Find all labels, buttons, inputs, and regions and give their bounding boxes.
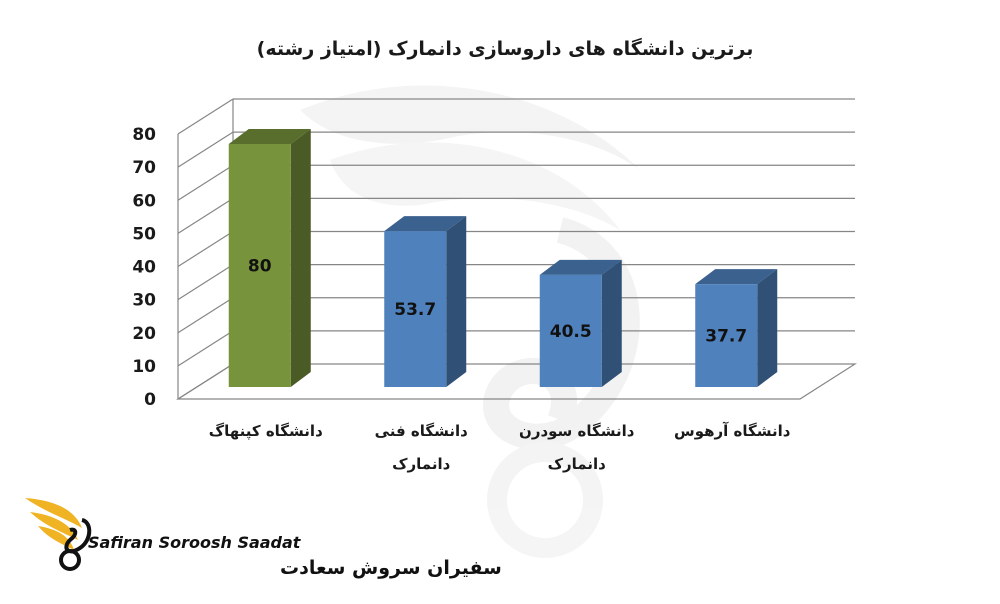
x-tick-label: دانشگاه سودرن <box>519 422 635 440</box>
bar-side-face <box>757 269 778 387</box>
gridline-diagonal <box>177 330 234 367</box>
bar-front-face <box>384 231 447 387</box>
gridline-diagonal <box>177 264 234 301</box>
gridline-diagonal <box>177 297 234 334</box>
bar-side-face <box>290 129 311 387</box>
bars: 80 53.7 40.5 37.7 <box>228 129 778 387</box>
data-label: 37.7 <box>705 327 747 347</box>
x-tick-label: دانمارک <box>548 455 606 473</box>
y-tick-label: 30 <box>132 291 156 311</box>
y-tick-label: 80 <box>132 125 156 145</box>
bar-side-face <box>446 216 467 387</box>
x-tick-label: دانمارک <box>392 455 450 473</box>
bar: 80 <box>228 129 311 387</box>
bar: 37.7 <box>695 269 778 387</box>
y-tick-label: 40 <box>132 258 156 278</box>
logo-wing-icon <box>25 498 92 571</box>
gridline-diagonal <box>177 363 234 400</box>
bar-front-face <box>695 284 758 387</box>
y-tick-label: 20 <box>132 324 156 344</box>
y-tick-label: 70 <box>132 158 156 178</box>
y-tick-label: 0 <box>144 390 156 410</box>
y-tick-label: 50 <box>132 224 156 244</box>
bar-front-face <box>228 144 291 387</box>
data-label: 40.5 <box>550 322 592 342</box>
x-tick-label: دانشگاه آرهوس <box>674 422 791 440</box>
bar-top-face <box>384 216 467 232</box>
y-tick-label: 10 <box>132 357 156 377</box>
gridline-diagonal <box>177 98 234 135</box>
x-axis: دانشگاه کپنهاگ دانشگاه فنی دانمارک دانشگاه … <box>209 422 791 473</box>
bar-top-face <box>539 259 622 275</box>
bar: 53.7 <box>384 216 467 387</box>
y-axis: 0 10 20 30 40 50 60 70 80 <box>132 125 156 410</box>
brand-logo: Safiran Soroosh Saadat سفیران سروش سعادت <box>25 498 502 579</box>
data-label: 80 <box>248 257 272 277</box>
data-label: 53.7 <box>394 300 436 320</box>
y-tick-label: 60 <box>132 191 156 211</box>
chart-title: برترین دانشگاه های داروسازی دانمارک (امت… <box>257 37 754 60</box>
gridline-diagonal <box>177 164 234 201</box>
bar-top-face <box>228 129 311 144</box>
x-tick-label: دانشگاه فنی <box>375 422 469 440</box>
bar-top-face <box>695 269 778 285</box>
logo-text-fa: سفیران سروش سعادت <box>280 557 502 579</box>
gridline-diagonal <box>177 131 234 168</box>
bar-side-face <box>601 259 622 387</box>
gridline-diagonal <box>177 230 234 268</box>
bar: 40.5 <box>539 259 622 387</box>
logo-text-en: Safiran Soroosh Saadat <box>88 533 302 552</box>
x-tick-label: دانشگاه کپنهاگ <box>209 422 323 441</box>
bar-front-face <box>539 274 602 387</box>
gridline-diagonal <box>177 197 234 234</box>
